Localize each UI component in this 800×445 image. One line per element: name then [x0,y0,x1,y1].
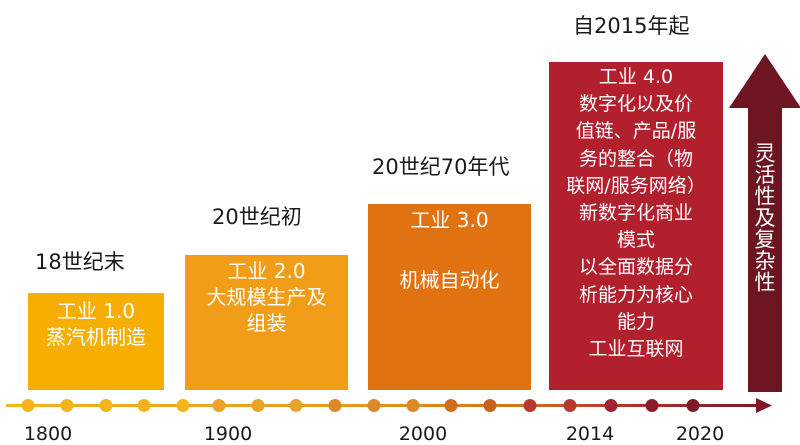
industry-4-box: 工业 4.0 数字化以及价 值链、产品/服 务的整合（物 联网/服务网络） 新数… [549,62,723,390]
industry-4-desc-line-5: 新数字化商业 [578,202,693,225]
industry-4-desc-line-8: 析能力为核心 [578,283,693,306]
timeline-dot [137,399,151,412]
timeline-line [6,404,758,407]
timeline-dot [60,399,74,412]
timeline-dot [251,399,265,412]
flexibility-arrow-shape [729,54,800,392]
industry-4-title: 工业 4.0 [598,66,674,88]
timeline-dot [483,399,497,412]
timeline-dot [563,399,577,412]
timeline-dot [645,399,659,412]
industry-3-title: 工业 3.0 [410,208,489,232]
timeline-dot [99,399,113,412]
era-label-early-20th-century: 20世纪初 [212,205,302,229]
flexibility-complexity-label: 灵活性及复杂性 [752,142,776,293]
era-label-since-2015: 自2015年起 [573,14,690,38]
industry-1-box: 工业 1.0 蒸汽机制造 [28,293,164,390]
timeline-dot [21,399,35,412]
timeline-dot [176,399,190,412]
industry-1-desc: 蒸汽机制造 [46,325,146,349]
industry-4-desc-line-7: 以全面数据分 [578,256,693,279]
industry-4-desc-line-2: 值链、产品/服 [575,120,697,143]
year-label-2000: 2000 [398,423,448,445]
timeline [6,398,772,413]
industry-1-title: 工业 1.0 [56,299,136,323]
timeline-dot [523,399,537,412]
industry-3-box: 工业 3.0 机械自动化 [368,204,531,390]
industry-2-desc-line-1: 大规模生产及 [206,285,327,309]
year-label-2014: 2014 [565,423,615,445]
timeline-arrowhead [756,398,772,413]
industry-3-desc: 机械自动化 [399,268,500,292]
up-arrow-icon [729,54,800,392]
industry-4-desc-line-6: 模式 [616,229,655,252]
timeline-dot [212,399,226,412]
year-label-2020: 2020 [675,423,725,445]
timeline-dot [444,399,458,412]
timeline-dot [604,399,618,412]
timeline-dot [328,399,342,412]
industry-4-desc-line-3: 务的整合（物 [578,147,693,170]
industry-2-title: 工业 2.0 [227,259,306,283]
timeline-dot [686,399,700,412]
timeline-dot [367,399,381,412]
year-label-1900: 1900 [203,423,253,445]
industry-2-desc-line-2: 组装 [246,311,287,335]
era-label-18th-century: 18世纪末 [35,250,125,274]
year-label-1800: 1800 [23,423,73,445]
industry-4-desc-line-1: 数字化以及价 [578,93,693,116]
industry-2-box: 工业 2.0 大规模生产及 组装 [185,255,348,390]
era-label-1970s: 20世纪70年代 [372,155,510,179]
timeline-dot [289,399,303,412]
timeline-dots [21,399,700,412]
industry-4-desc-line-9: 能力 [616,310,655,333]
timeline-dot [406,399,420,412]
industry-4-desc-line-4: 联网/服务网络） [566,174,706,197]
industry-4-desc-line-10: 工业互联网 [588,338,684,361]
